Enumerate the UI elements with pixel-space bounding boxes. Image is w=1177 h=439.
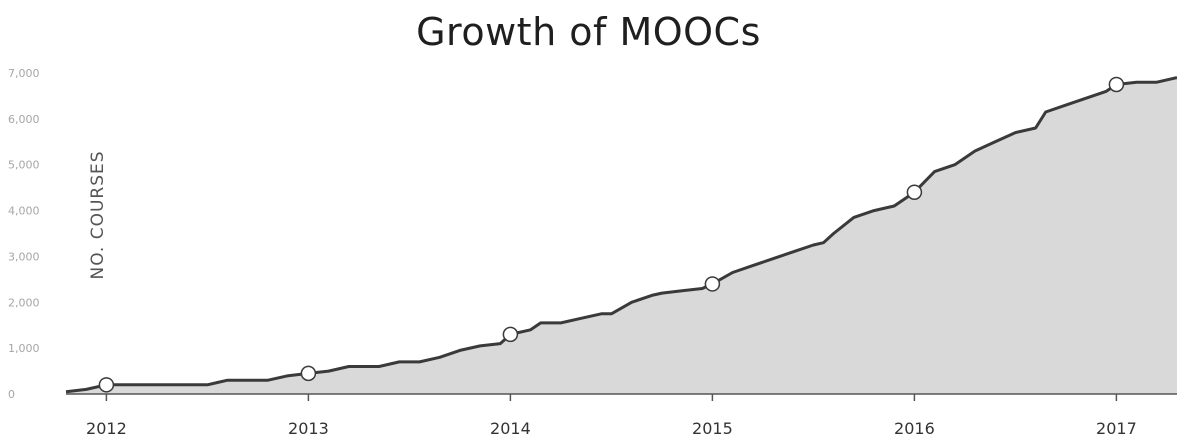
y-tick-labels: 0 1,000 2,000 3,000 4,000 5,000 6,000 7,000	[8, 67, 40, 401]
chart-title: Growth of MOOCs	[416, 10, 761, 54]
x-tick-label: 2015	[692, 419, 733, 438]
x-tick-label: 2012	[86, 419, 127, 438]
y-tick-label: 5,000	[8, 159, 40, 172]
data-marker	[1108, 76, 1125, 93]
y-tick-label: 0	[8, 388, 15, 401]
x-tick-marks: 2012 2013 2014 2015 2016 2017	[86, 394, 1137, 438]
area-fill	[66, 77, 1177, 394]
x-tick-label: 2013	[288, 419, 329, 438]
x-tick-label: 2016	[894, 419, 935, 438]
data-marker	[98, 377, 115, 393]
data-marker	[704, 276, 721, 292]
y-tick-label: 2,000	[8, 296, 40, 309]
y-tick-label: 3,000	[8, 250, 40, 263]
x-tick-label: 2017	[1096, 419, 1137, 438]
data-marker	[906, 184, 923, 200]
data-marker	[300, 365, 317, 382]
x-tick-label: 2014	[490, 419, 531, 438]
series-line	[65, 76, 1177, 394]
y-tick-label: 1,000	[8, 342, 40, 355]
data-markers	[98, 76, 1125, 393]
y-tick-label: 7,000	[8, 67, 40, 80]
data-marker	[502, 326, 519, 343]
y-tick-label: 4,000	[8, 205, 40, 218]
y-tick-label: 6,000	[8, 113, 40, 126]
